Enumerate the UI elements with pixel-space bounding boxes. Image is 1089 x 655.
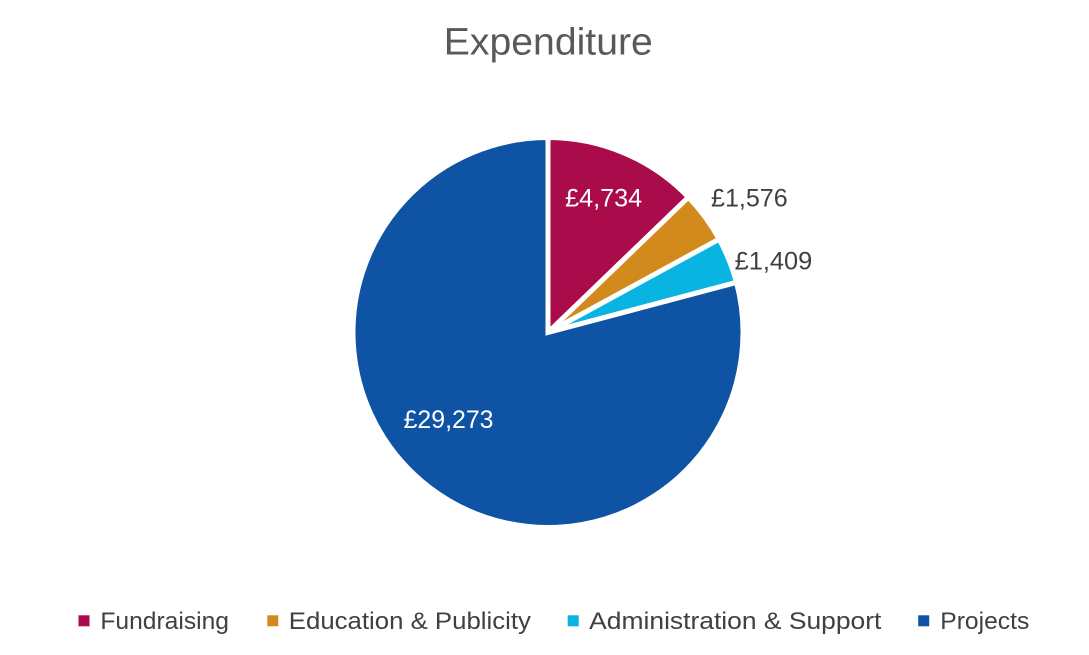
svg-text:£29,273: £29,273: [404, 406, 494, 434]
svg-text:£4,734: £4,734: [565, 185, 642, 213]
svg-text:Education & Publicity: Education & Publicity: [289, 608, 532, 635]
svg-text:Expenditure: Expenditure: [444, 21, 653, 63]
svg-text:Projects: Projects: [940, 608, 1029, 635]
svg-text:£1,576: £1,576: [711, 185, 788, 213]
svg-text:Fundraising: Fundraising: [100, 608, 229, 635]
svg-text:Administration & Support: Administration & Support: [589, 608, 881, 635]
svg-text:£1,409: £1,409: [735, 248, 813, 276]
